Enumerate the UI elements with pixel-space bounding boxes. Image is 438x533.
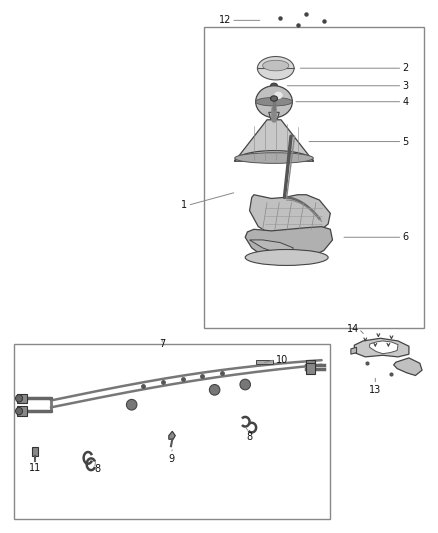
Ellipse shape (274, 92, 283, 99)
Polygon shape (269, 112, 279, 119)
Text: 4: 4 (403, 96, 409, 107)
Ellipse shape (271, 96, 278, 101)
Ellipse shape (127, 399, 137, 410)
Ellipse shape (15, 394, 22, 402)
Text: 7: 7 (159, 340, 166, 349)
Bar (256, 360, 273, 365)
Ellipse shape (240, 379, 251, 390)
Text: 1: 1 (181, 200, 187, 211)
Text: 8: 8 (95, 464, 101, 473)
Text: 9: 9 (168, 454, 174, 464)
Bar (17, 393, 27, 403)
Bar (306, 364, 315, 374)
Ellipse shape (271, 83, 278, 88)
Polygon shape (250, 240, 293, 257)
Text: 14: 14 (346, 324, 359, 334)
Polygon shape (169, 431, 175, 439)
Ellipse shape (256, 98, 292, 106)
Polygon shape (370, 341, 398, 354)
Polygon shape (245, 227, 332, 261)
Text: 10: 10 (276, 354, 288, 365)
Bar (306, 360, 315, 370)
Ellipse shape (258, 56, 294, 80)
Text: 3: 3 (403, 81, 409, 91)
Text: 12: 12 (219, 15, 231, 26)
Text: 11: 11 (28, 463, 41, 473)
Ellipse shape (245, 249, 328, 265)
Text: 6: 6 (403, 232, 409, 243)
Text: 13: 13 (369, 384, 381, 394)
Ellipse shape (15, 407, 22, 415)
Text: 2: 2 (403, 63, 409, 73)
Polygon shape (354, 338, 409, 357)
Bar (32, 447, 38, 456)
Ellipse shape (209, 384, 220, 395)
Bar (17, 406, 27, 416)
Polygon shape (250, 195, 330, 237)
Ellipse shape (235, 153, 313, 164)
Bar (204, 27, 424, 328)
Bar (14, 344, 330, 519)
Text: 8: 8 (247, 432, 253, 442)
Text: 5: 5 (403, 136, 409, 147)
Polygon shape (394, 358, 422, 375)
Ellipse shape (263, 60, 289, 71)
Polygon shape (235, 120, 313, 161)
Ellipse shape (256, 86, 292, 118)
Polygon shape (351, 348, 357, 354)
